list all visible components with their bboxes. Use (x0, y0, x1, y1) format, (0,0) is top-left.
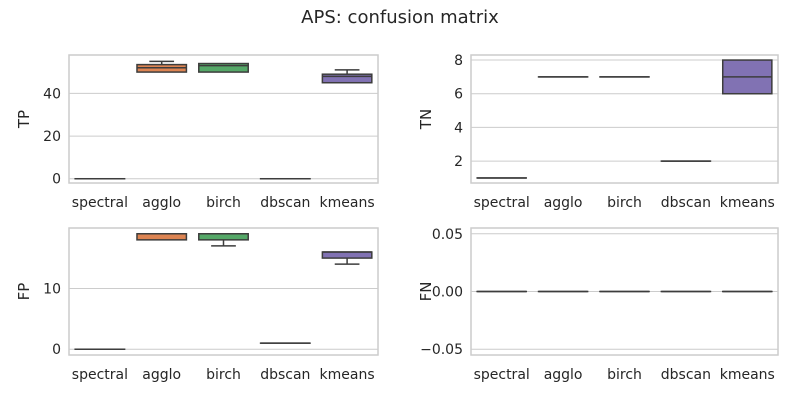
tp-xtick-label: agglo (142, 195, 181, 211)
fp-xtick-label: dbscan (260, 367, 310, 383)
tn-xtick-label: kmeans (720, 195, 775, 211)
fp-box-kmeans (322, 252, 371, 258)
fp-xtick-label: birch (206, 367, 241, 383)
fn-ytick-label: 0.05 (432, 227, 463, 243)
tp-xtick-label: spectral (72, 195, 128, 211)
fp-box-agglo (137, 234, 186, 240)
tn-xtick-label: spectral (474, 195, 530, 211)
fp-ytick-label: 0 (52, 342, 61, 358)
fn-xtick-label: birch (607, 367, 642, 383)
tp-xtick-label: birch (206, 195, 241, 211)
fp-ylabel: FP (15, 283, 33, 301)
tp-box-kmeans (322, 74, 371, 83)
tp-ytick-label: 20 (43, 129, 61, 145)
tn-xtick-label: dbscan (661, 195, 711, 211)
tp-xtick-label: dbscan (260, 195, 310, 211)
tn-xtick-label: birch (607, 195, 642, 211)
tn-ylabel: TN (417, 109, 435, 130)
tp-xtick-label: kmeans (320, 195, 375, 211)
fp-xtick-label: spectral (72, 367, 128, 383)
tn-xtick-label: agglo (544, 195, 583, 211)
fn-xtick-label: agglo (544, 367, 583, 383)
tp-ylabel: TP (15, 110, 33, 129)
tn-ytick-label: 4 (454, 120, 463, 136)
tn-ytick-label: 8 (454, 53, 463, 69)
tn-ytick-label: 2 (454, 154, 463, 170)
fn-ytick-label: 0.00 (432, 285, 463, 301)
fn-ylabel: FN (417, 282, 435, 302)
tp-ytick-label: 0 (52, 172, 61, 188)
fp-xtick-label: kmeans (320, 367, 375, 383)
figure-title: APS: confusion matrix (301, 7, 499, 28)
fn-xtick-label: dbscan (661, 367, 711, 383)
fn-xtick-label: spectral (474, 367, 530, 383)
fp-axes-frame (69, 228, 378, 355)
fp-ytick-label: 10 (43, 281, 61, 297)
tp-ytick-label: 40 (43, 86, 61, 102)
fp-box-birch (199, 234, 248, 240)
tn-ytick-label: 6 (454, 87, 463, 103)
tp-box-birch (199, 64, 248, 73)
fn-xtick-label: kmeans (720, 367, 775, 383)
fn-ytick-label: −0.05 (420, 342, 463, 358)
fp-xtick-label: agglo (142, 367, 181, 383)
